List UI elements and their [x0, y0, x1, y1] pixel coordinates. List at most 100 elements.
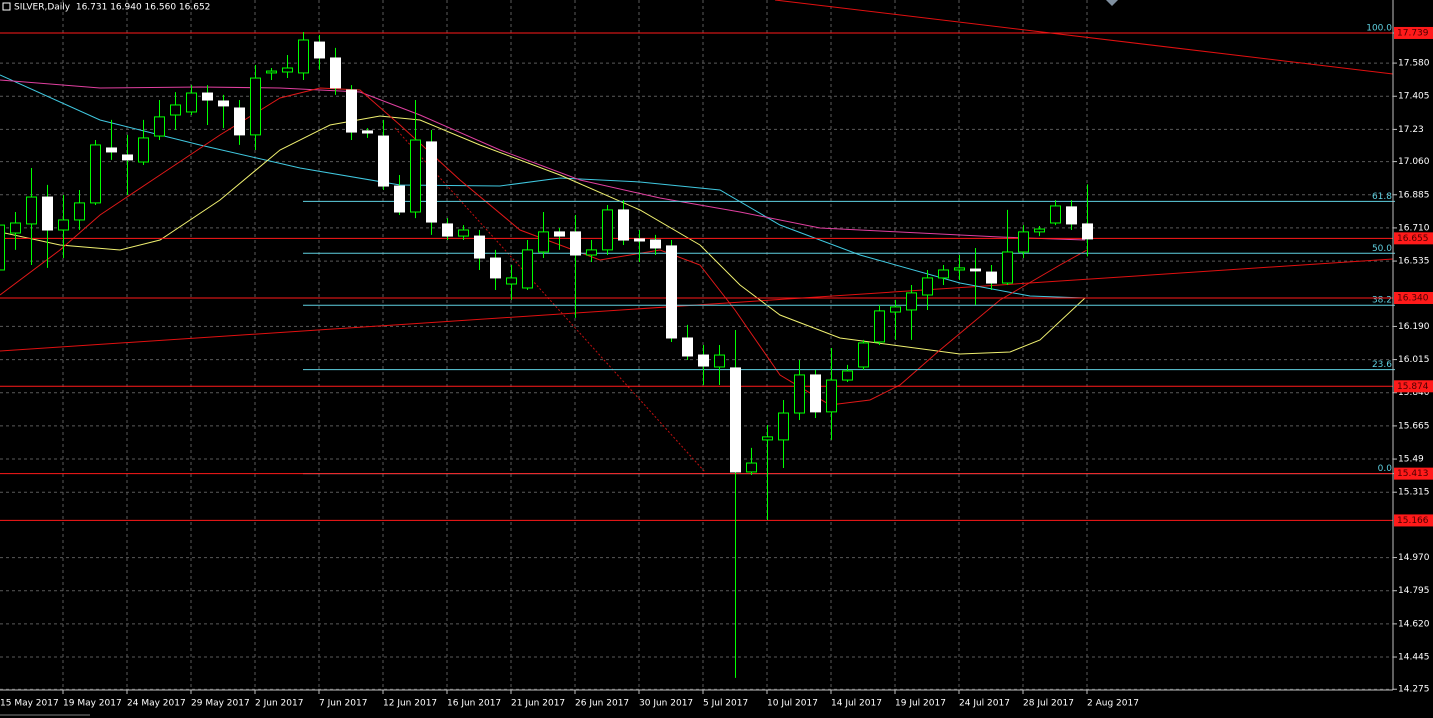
candle-body [842, 370, 853, 381]
x-tick-label: 10 Jul 2017 [767, 699, 818, 709]
candle-body [890, 306, 901, 313]
candle-body [810, 374, 821, 413]
candle-body [426, 141, 437, 223]
x-tick-label: 12 Jun 2017 [383, 699, 437, 709]
y-tick-label: 16.710 [1398, 223, 1430, 233]
price-level-box [1394, 232, 1433, 245]
candle-body [282, 67, 293, 73]
price-level-box [1394, 292, 1433, 305]
price-level-label: 16.655 [1397, 234, 1429, 244]
candle-body [682, 337, 693, 357]
candle-body [778, 412, 789, 441]
candle-body [698, 354, 709, 367]
moving-average [0, 87, 1088, 406]
y-tick-label: 15.840 [1398, 388, 1430, 398]
x-tick-label: 30 Jun 2017 [639, 699, 693, 709]
x-tick-label: 14 Jul 2017 [831, 699, 882, 709]
overlays [0, 0, 1394, 473]
price-level-label: 17.739 [1397, 28, 1429, 38]
candle-body [970, 268, 981, 272]
price-level-label: 15.874 [1397, 382, 1429, 392]
candle-body [762, 436, 773, 441]
x-tick-label: 19 Jul 2017 [895, 699, 946, 709]
price-level-label: 16.340 [1397, 294, 1429, 304]
x-tick-label: 16 Jun 2017 [447, 699, 501, 709]
price-level-label: 15.166 [1397, 516, 1429, 526]
y-tick-label: 16.885 [1398, 190, 1430, 200]
candle-body [938, 269, 949, 279]
candle-body [922, 277, 933, 296]
candle-body [586, 249, 597, 256]
price-level-box [1394, 380, 1433, 393]
candle-body [330, 57, 341, 89]
candle-body [538, 231, 549, 253]
candle-body [570, 231, 581, 256]
candle-body [154, 116, 165, 137]
grid [0, 0, 1393, 690]
x-tick-label: 26 Jun 2017 [575, 699, 629, 709]
x-tick-label: 24 May 2017 [127, 699, 186, 709]
price-level-box [1394, 26, 1433, 39]
candle-body [474, 235, 485, 259]
y-tick-label: 17.580 [1398, 59, 1430, 69]
candle-body [378, 135, 389, 187]
y-tick-label: 14.795 [1398, 586, 1430, 596]
candle-body [874, 310, 885, 343]
candle-body [618, 209, 629, 241]
candle-body [346, 89, 357, 133]
fib-label: 0.0 [1378, 464, 1393, 474]
candle-body [714, 354, 725, 368]
candle-body [634, 238, 645, 242]
candle-body [730, 367, 741, 473]
candle-body [554, 231, 565, 237]
candle-body [138, 137, 149, 163]
x-tick-label: 29 May 2017 [191, 699, 250, 709]
candle-body [234, 107, 245, 136]
candle-body [1034, 228, 1045, 233]
x-tick-label: 28 Jul 2017 [1023, 699, 1074, 709]
candle-body [394, 185, 405, 213]
price-level-label: 15.413 [1397, 469, 1429, 479]
candle-body [490, 257, 501, 279]
candle-body [794, 374, 805, 414]
candle-body [1018, 231, 1029, 253]
y-tick-label: 16.015 [1398, 355, 1430, 365]
x-tick-label: 21 Jun 2017 [511, 699, 565, 709]
x-tick-label: 2 Jun 2017 [255, 699, 303, 709]
candle-body [906, 292, 917, 311]
candle-body [90, 144, 101, 204]
candle-body [362, 130, 373, 134]
candle-body [1082, 223, 1093, 240]
fib-label: 61.8 [1372, 192, 1392, 202]
price-level-box [1394, 514, 1433, 527]
candle-body [442, 223, 453, 237]
candle-body [202, 92, 213, 101]
candle-body [218, 100, 229, 107]
price-level-box [1394, 467, 1433, 480]
candle-body [602, 209, 613, 251]
candles [0, 32, 1093, 678]
candle-body [986, 271, 997, 284]
y-tick-label: 14.970 [1398, 553, 1430, 563]
trend-line [774, 0, 1394, 75]
x-tick-label: 24 Jul 2017 [959, 699, 1010, 709]
fib-label: 50.0 [1372, 244, 1392, 254]
candle-body [250, 77, 261, 136]
candle-body [1066, 206, 1077, 225]
x-tick-label: 5 Jul 2017 [703, 699, 748, 709]
candle-body [186, 92, 197, 113]
candle-body [58, 219, 69, 231]
candle-body [298, 39, 309, 74]
moving-average [0, 115, 1086, 355]
symbol-icon [2, 2, 11, 11]
levels: 100.0 61.8 50.0 38.2 23.6 0.0 [0, 23, 1395, 521]
y-tick-label: 14.620 [1398, 619, 1430, 629]
candle-body [26, 196, 37, 225]
candle-body [746, 462, 757, 473]
fib-label: 38.2 [1372, 296, 1392, 306]
fib-label: 23.6 [1372, 360, 1392, 370]
candle-body [0, 224, 5, 271]
candle-body [42, 196, 53, 231]
candle-body [858, 342, 869, 368]
